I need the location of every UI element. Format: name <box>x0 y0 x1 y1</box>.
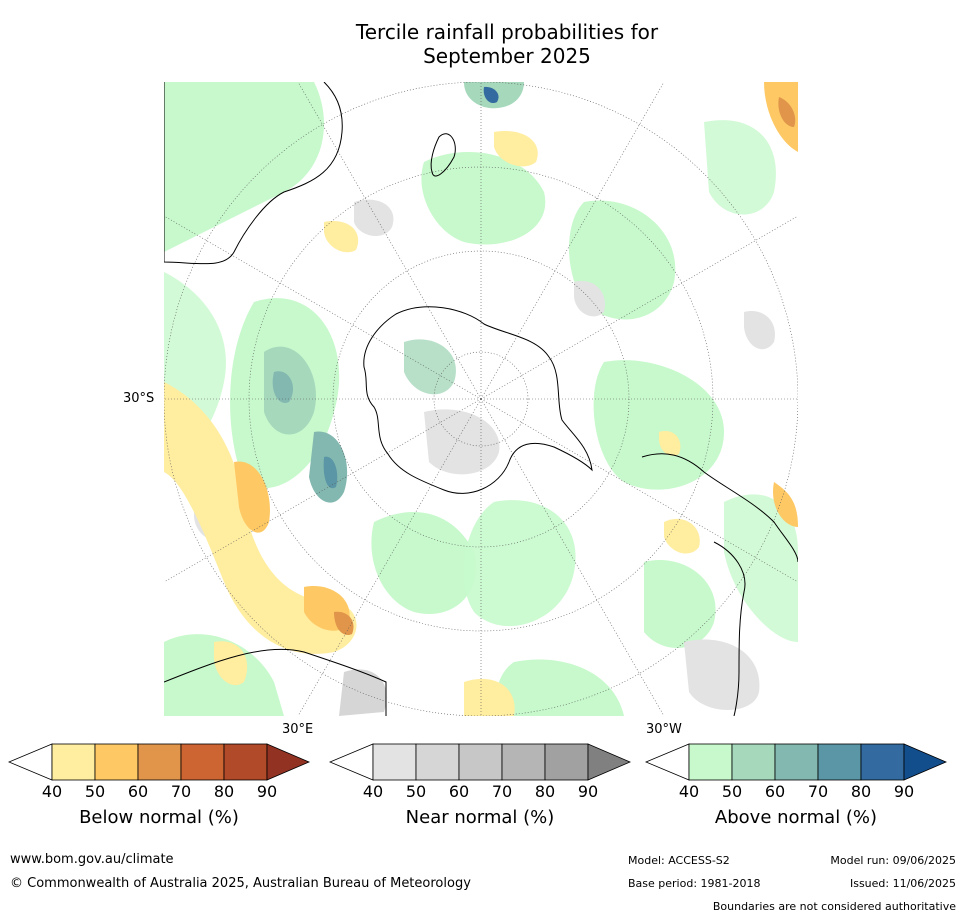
colorbar-near-cells <box>329 743 631 781</box>
footer-issued: Issued: 11/06/2025 <box>849 877 956 890</box>
colorbar-cell <box>94 743 139 781</box>
colorbar-cell <box>372 743 417 781</box>
new-zealand-coastline <box>430 133 456 177</box>
south-america-coastline <box>641 453 798 563</box>
lon-label-30e: 30°E <box>282 722 314 737</box>
tick-label: 60 <box>448 782 470 801</box>
tick-label: 50 <box>721 782 743 801</box>
africa-coastline <box>164 648 387 716</box>
colorbar-below-title: Below normal (%) <box>79 807 239 828</box>
colorbar-extend-low <box>645 743 690 781</box>
tick-label: 60 <box>764 782 786 801</box>
colorbar-cell <box>860 743 905 781</box>
colorbar-above-title: Above normal (%) <box>714 807 878 828</box>
colorbar-cell <box>774 743 819 781</box>
tick-label: 40 <box>678 782 700 801</box>
south-polar-map <box>164 82 798 716</box>
colorbar-extend-high <box>266 743 310 781</box>
colorbar-cell <box>415 743 460 781</box>
colorbar-cell <box>817 743 862 781</box>
lat-label-30s: 30°S <box>123 391 155 406</box>
colorbar-extend-low <box>329 743 374 781</box>
colorbar-above-cells <box>645 743 947 781</box>
colorbar-cell <box>501 743 546 781</box>
colorbar-extend-high <box>903 743 947 781</box>
map-title: Tercile rainfall probabilities for Septe… <box>300 20 714 68</box>
footer-disclaimer: Boundaries are not considered authoritat… <box>712 900 956 913</box>
colorbar-above-normal <box>645 743 947 781</box>
colorbar-near-normal <box>329 743 631 781</box>
tick-label: 40 <box>362 782 384 801</box>
colorbar-cell <box>51 743 96 781</box>
coastlines <box>164 82 798 716</box>
colorbar-cell <box>688 743 733 781</box>
tick-label: 60 <box>127 782 149 801</box>
tick-label: 90 <box>256 782 278 801</box>
colorbar-extend-high <box>587 743 631 781</box>
colorbar-cell <box>544 743 589 781</box>
australia-coastline <box>164 82 343 265</box>
graticule <box>164 82 798 716</box>
tick-label: 70 <box>170 782 192 801</box>
footer-model-run: Model run: 09/06/2025 <box>830 854 956 867</box>
tick-label: 80 <box>850 782 872 801</box>
lon-label-30w: 30°W <box>646 722 682 737</box>
tick-label: 90 <box>893 782 915 801</box>
colorbar-extend-low <box>8 743 53 781</box>
title-line-1: Tercile rainfall probabilities for <box>355 20 659 44</box>
colorbar-below-normal <box>8 743 310 781</box>
title-line-2: September 2025 <box>423 44 591 68</box>
tick-label: 50 <box>84 782 106 801</box>
colorbar-cell <box>137 743 182 781</box>
tick-label: 50 <box>405 782 427 801</box>
colorbar-cell <box>223 743 268 781</box>
footer-base-period: Base period: 1981-2018 <box>628 877 761 890</box>
colorbar-cell <box>458 743 503 781</box>
footer-url: www.bom.gov.au/climate <box>10 852 174 867</box>
colorbar-cell <box>180 743 225 781</box>
tick-label: 80 <box>534 782 556 801</box>
footer-copyright: © Commonwealth of Australia 2025, Austra… <box>10 876 471 891</box>
colorbar-below-cells <box>8 743 310 781</box>
tick-label: 80 <box>213 782 235 801</box>
tick-label: 90 <box>577 782 599 801</box>
antarctica-coastline <box>363 306 593 494</box>
colorbar-cell <box>731 743 776 781</box>
tick-label: 40 <box>41 782 63 801</box>
tick-label: 70 <box>491 782 513 801</box>
below-normal-patches <box>164 82 798 716</box>
footer-model: Model: ACCESS-S2 <box>628 854 730 867</box>
colorbar-near-title: Near normal (%) <box>405 807 555 828</box>
tick-label: 70 <box>807 782 829 801</box>
